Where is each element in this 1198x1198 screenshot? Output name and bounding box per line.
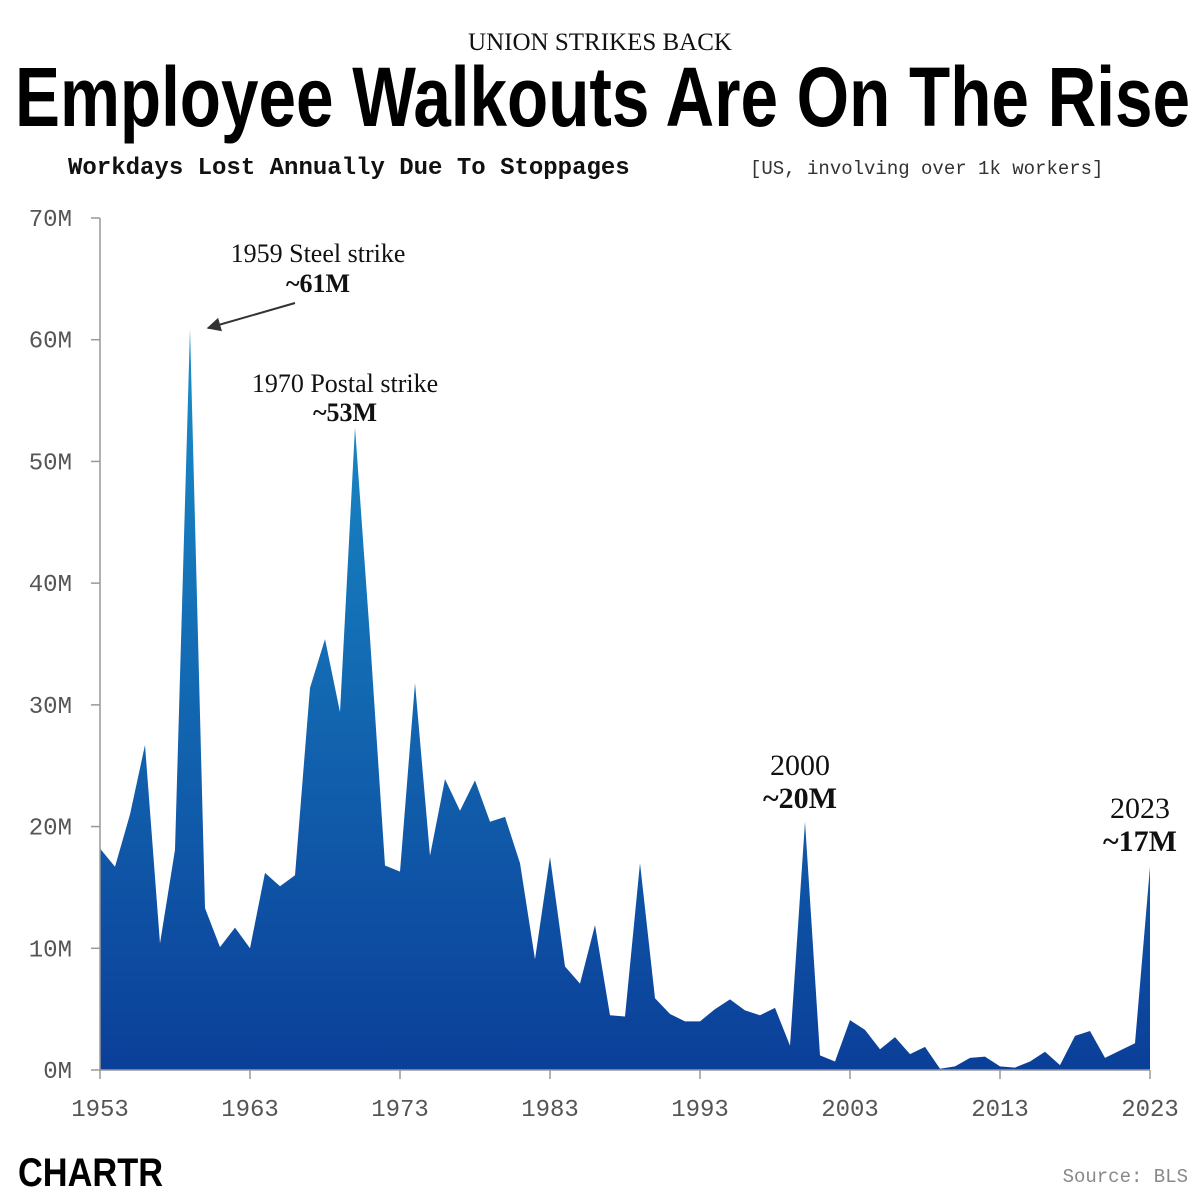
- x-tick-label: 1983: [521, 1097, 579, 1124]
- area: [100, 328, 1150, 1070]
- annotation: 2000: [770, 749, 830, 782]
- y-tick-label: 70M: [29, 207, 72, 234]
- y-tick-label: 10M: [29, 937, 72, 964]
- kicker: UNION STRIKES BACK: [468, 29, 732, 56]
- chart-title: Employee Walkouts Are On The Rise: [15, 50, 1190, 144]
- y-tick-label: 60M: [29, 329, 72, 356]
- annotation: 2023: [1110, 792, 1170, 825]
- brand: CHARTR: [18, 1151, 163, 1195]
- y-tick-label: 30M: [29, 694, 72, 721]
- annotation-value: ~53M: [313, 398, 377, 427]
- x-tick-label: 1993: [671, 1097, 729, 1124]
- subtitle: Workdays Lost Annually Due To Stoppages: [68, 155, 630, 182]
- arrow: [206, 302, 296, 332]
- x-tick-label: 2003: [821, 1097, 879, 1124]
- x-tick-label: 1963: [221, 1097, 279, 1124]
- annotation-value: ~61M: [286, 269, 350, 298]
- source: Source: BLS: [1063, 1166, 1188, 1188]
- x-tick-label: 1953: [71, 1097, 129, 1124]
- x-tick-label: 1973: [371, 1097, 429, 1124]
- y-tick-label: 40M: [29, 572, 72, 599]
- annotation-value: ~20M: [763, 782, 837, 815]
- x-tick-label: 2023: [1121, 1097, 1179, 1124]
- y-tick-label: 20M: [29, 816, 72, 843]
- annotation: 1959 Steel strike: [231, 239, 406, 268]
- annotation-value: ~17M: [1103, 825, 1177, 858]
- y-tick-label: 0M: [43, 1059, 72, 1086]
- annotation: 1970 Postal strike: [252, 369, 438, 398]
- x-tick-label: 2013: [971, 1097, 1029, 1124]
- y-tick-label: 50M: [29, 450, 72, 477]
- subtitle-note: [US, involving over 1k workers]: [750, 158, 1103, 180]
